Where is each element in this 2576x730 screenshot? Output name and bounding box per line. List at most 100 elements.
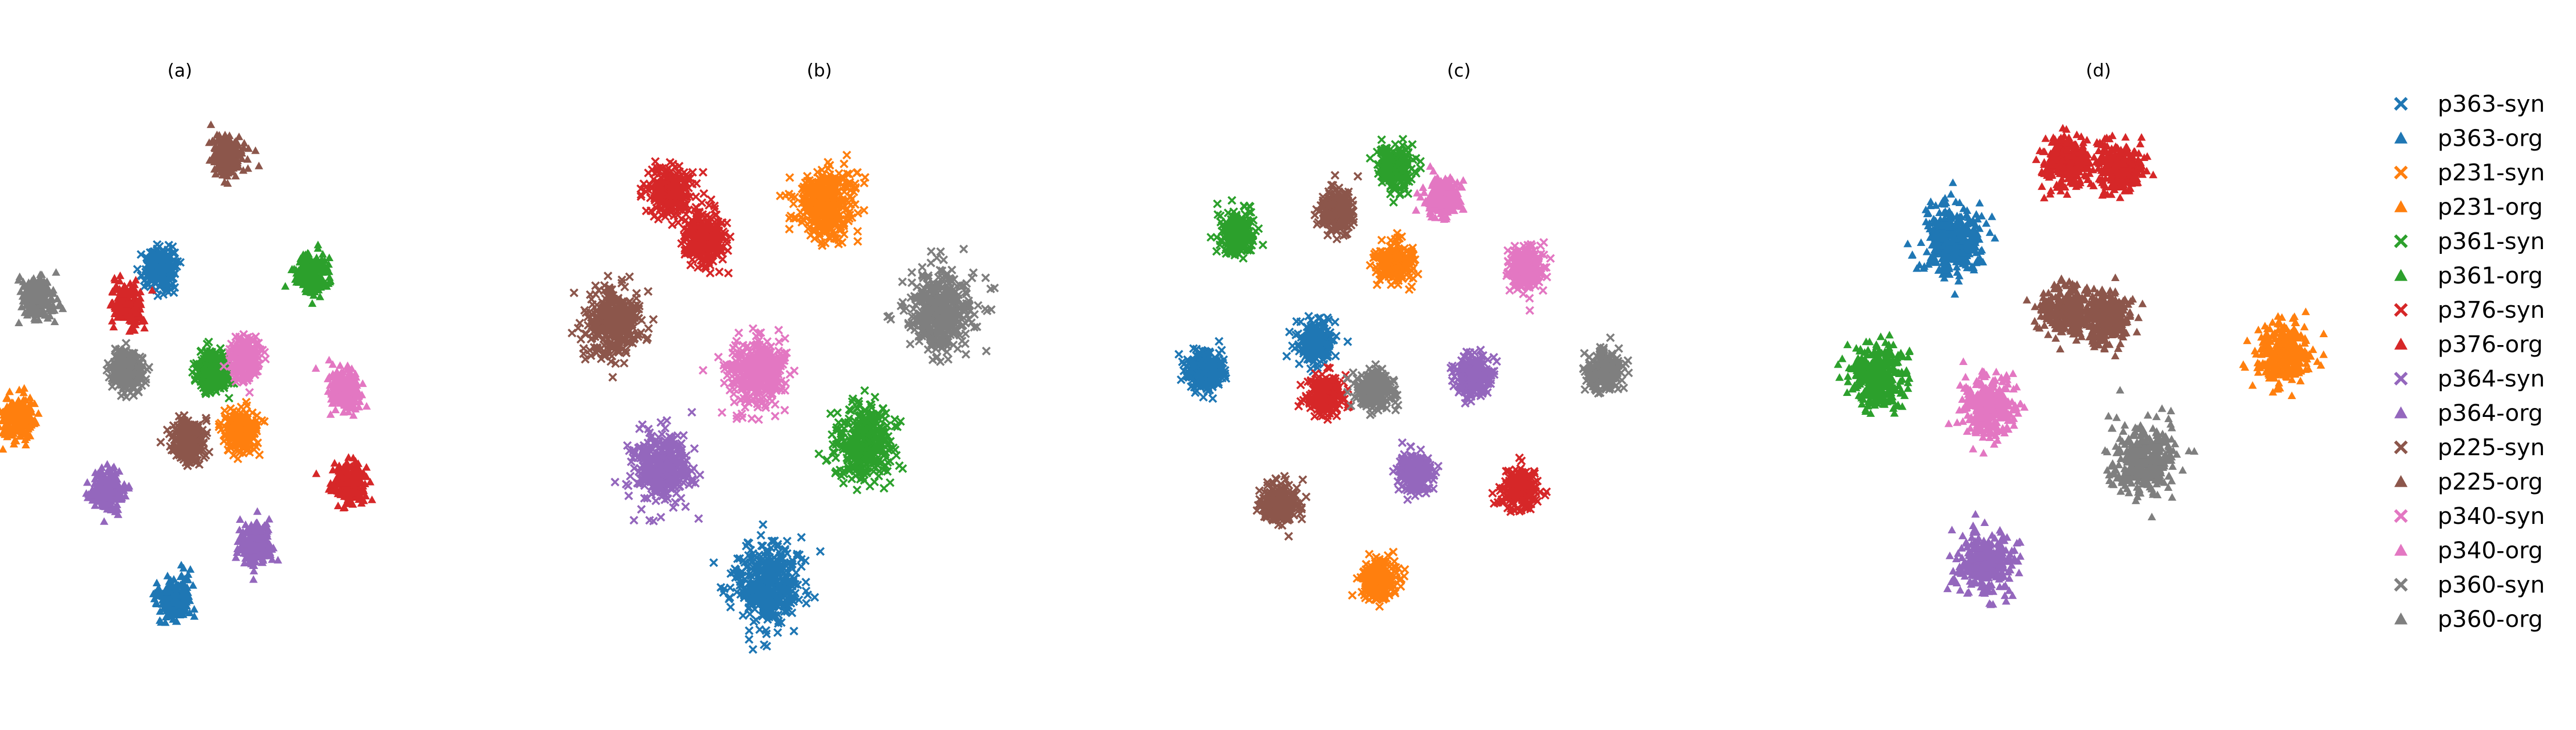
cluster-p363-syn: [133, 240, 185, 300]
scatter-point: [223, 141, 232, 149]
panel-b-points: [567, 151, 999, 654]
scatter-point: [83, 478, 92, 486]
scatter-point: [190, 605, 199, 613]
scatter-point: [28, 288, 37, 296]
scatter-point: [335, 361, 344, 369]
scatter-point: [0, 445, 7, 453]
scatter-point: [362, 402, 371, 410]
scatter-point: [222, 157, 231, 165]
scatter-point: [220, 178, 229, 186]
scatter-point: [251, 146, 260, 154]
cluster-p340-org: [311, 356, 371, 419]
scatter-point: [50, 317, 59, 326]
scatter-point: [265, 514, 274, 523]
scatter-point: [39, 307, 49, 316]
scatter-point: [237, 149, 246, 157]
scatter-point: [49, 300, 58, 309]
scatter-point: [40, 293, 49, 301]
scatter-point: [210, 165, 219, 173]
scatter-point: [33, 309, 42, 318]
scatter-point: [214, 146, 223, 154]
scatter-point: [625, 272, 634, 282]
cluster-p225-syn: [567, 271, 658, 382]
scatter-point: [789, 199, 798, 209]
scatter-point: [225, 131, 234, 139]
cluster-p360-org: [14, 268, 67, 326]
scatter-point: [212, 130, 222, 138]
scatter-point: [261, 355, 270, 363]
scatter-point: [36, 273, 45, 282]
scatter-point: [29, 274, 38, 282]
cluster-p231-syn: [214, 398, 269, 464]
scatter-point: [36, 299, 45, 308]
scatter-point: [30, 316, 39, 324]
scatter-point: [240, 139, 248, 147]
scatter-point: [343, 362, 352, 370]
scatter-point: [219, 145, 229, 153]
scatter-point: [313, 240, 322, 249]
panel-a: (a): [0, 60, 376, 626]
scatter-point: [330, 459, 339, 467]
scatter-point: [207, 120, 215, 128]
scatter-point: [311, 364, 320, 372]
scatter-point: [215, 164, 224, 172]
panel-b: (b): [567, 60, 999, 654]
scatter-point: [186, 565, 195, 573]
scatter-point: [22, 307, 31, 316]
scatter-point: [116, 271, 125, 280]
scatter-point: [333, 501, 343, 509]
scatter-point: [785, 224, 794, 234]
scatter-point: [853, 168, 862, 177]
scatter-point: [234, 132, 244, 141]
scatter-point: [14, 318, 23, 326]
scatter-point: [253, 507, 262, 515]
scatter-point: [153, 578, 161, 587]
scatter-point: [218, 168, 226, 176]
scatter-point: [724, 269, 733, 278]
scatter-point: [51, 268, 60, 276]
scatter-point: [245, 388, 254, 397]
scatter-point: [235, 515, 244, 523]
scatter-point: [699, 189, 709, 198]
scatter-point: [223, 171, 232, 180]
cluster-p225-org: [205, 120, 263, 187]
scatter-point: [217, 160, 226, 168]
scatter-point: [50, 306, 59, 314]
scatter-point: [42, 299, 51, 307]
scatter-point: [58, 304, 67, 313]
scatter-point: [842, 151, 851, 160]
scatter-point: [308, 299, 317, 307]
scatter-point: [243, 155, 252, 163]
scatter-point: [697, 198, 707, 207]
scatter-point: [239, 166, 248, 174]
cluster-p361-org: [281, 240, 335, 307]
scatter-point: [214, 150, 223, 158]
scatter-point: [219, 138, 228, 147]
scatter-point: [698, 168, 708, 177]
scatter-point: [853, 237, 862, 246]
scatter-point: [122, 339, 131, 348]
scatter-point: [860, 173, 870, 182]
scatter-point: [249, 575, 258, 583]
scatter-point: [776, 191, 785, 200]
scatter-point: [224, 393, 234, 403]
cluster-p231-syn: [776, 151, 870, 250]
scatter-point: [15, 272, 24, 281]
cluster-p364-org: [82, 460, 134, 525]
scatter-point: [853, 227, 862, 236]
cluster-p231-org: [0, 384, 43, 453]
scatter-point: [140, 324, 149, 332]
scatter-point: [233, 158, 242, 166]
scatter-point: [312, 469, 321, 477]
scatter-point: [281, 282, 290, 290]
scatter-point: [17, 303, 26, 310]
scatter-point: [651, 157, 660, 166]
scatter-point: [156, 437, 165, 447]
scatter-point: [48, 288, 57, 296]
scatter-point: [608, 372, 618, 382]
scatter-point: [839, 159, 849, 168]
panel-a-points: [0, 120, 376, 626]
scatter-point: [644, 287, 653, 296]
scatter-point: [103, 460, 112, 468]
